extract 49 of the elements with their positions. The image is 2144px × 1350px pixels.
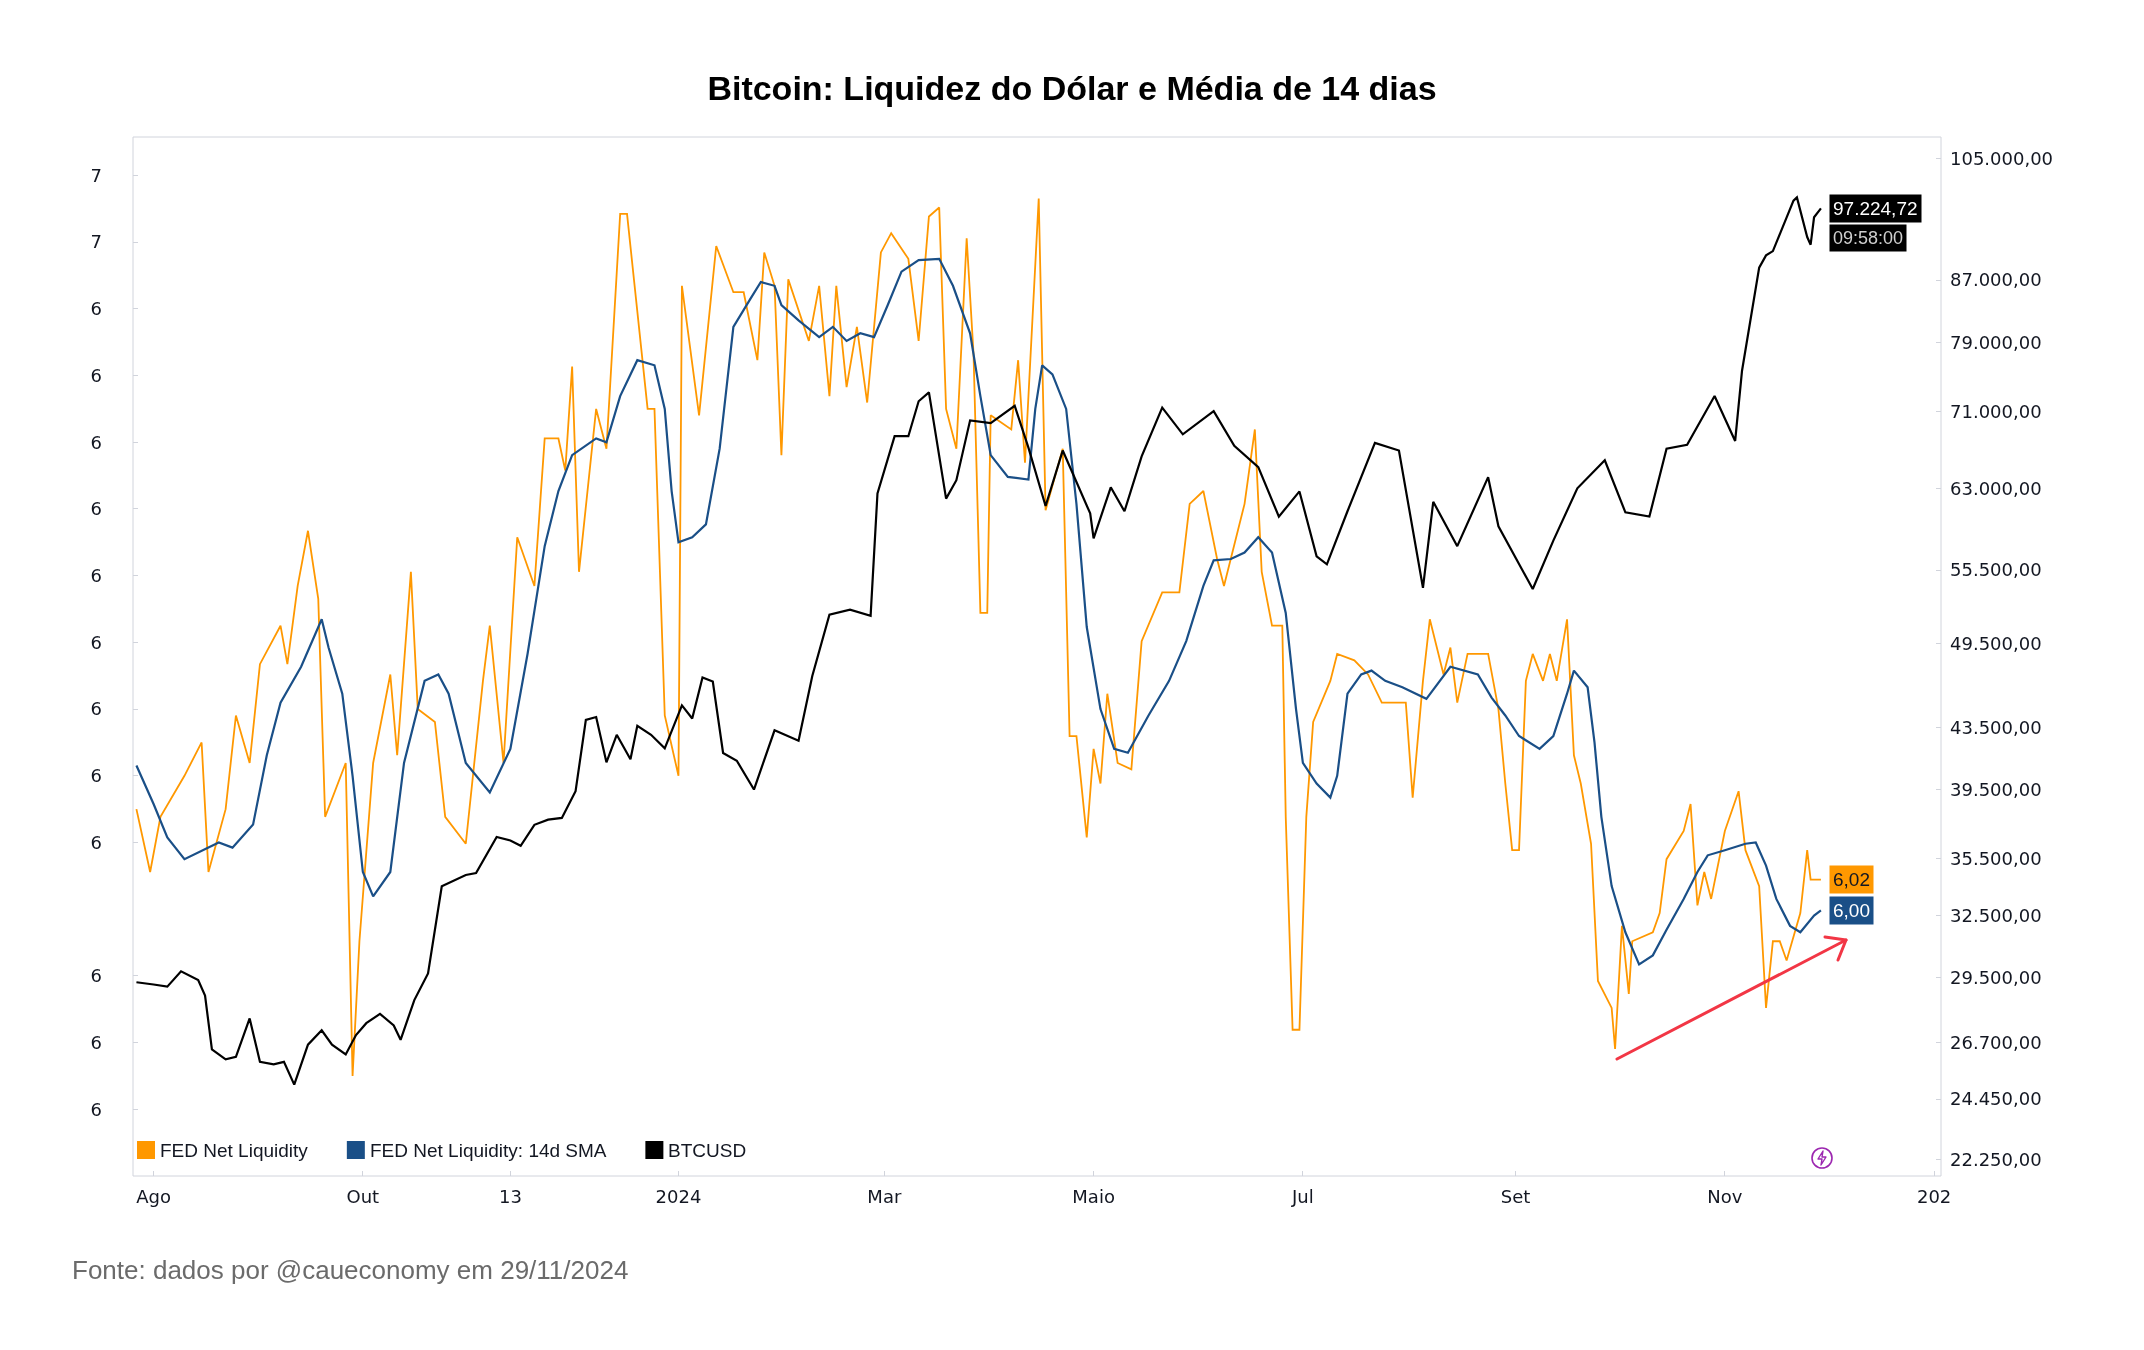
x-tick-label: Mar xyxy=(867,1186,902,1207)
y-tick-label: 6 xyxy=(90,364,102,386)
x-tick-label: 202 xyxy=(1916,1186,1952,1207)
y-tick-label: 6 xyxy=(90,1098,102,1120)
x-tick-label: Nov xyxy=(1707,1186,1743,1207)
y2-tick-label: 32.500,00 xyxy=(1950,904,2042,926)
y2-tick-label: 22.250,00 xyxy=(1950,1149,2042,1171)
y2-tick-label: 26.700,00 xyxy=(1950,1031,2042,1053)
x-tick-label: 2024 xyxy=(655,1186,702,1207)
y-tick-label: 6 xyxy=(90,631,102,653)
x-tick-label: Maio xyxy=(1072,1186,1115,1207)
annotation: 09:58:00 xyxy=(1833,228,1904,248)
y-tick-label: 6 xyxy=(90,498,102,520)
y-tick-label: 6 xyxy=(90,298,102,320)
y-tick-label: 6 xyxy=(90,765,102,787)
y-tick-label: 7 xyxy=(90,164,102,186)
data-label: 6,00 xyxy=(1833,900,1870,921)
legend-label: BTCUSD xyxy=(668,1140,747,1161)
line-series xyxy=(135,257,1823,966)
y-tick-label: 6 xyxy=(90,1031,102,1053)
x-tick-label: Jul xyxy=(1291,1186,1314,1207)
source-note: Fonte: dados por @caueconomy em 29/11/2024 xyxy=(72,1255,629,1285)
y2-tick-label: 35.500,00 xyxy=(1950,847,2042,869)
x-tick-label: Out xyxy=(346,1186,380,1207)
x-tick-label: 13 xyxy=(498,1186,522,1207)
x-tick-label: Ago xyxy=(136,1186,171,1207)
y2-tick-label: 71.000,00 xyxy=(1950,400,2042,422)
y-tick-label: 7 xyxy=(90,231,102,253)
y2-tick-label: 43.500,00 xyxy=(1950,716,2042,738)
y2-tick-label: 55.500,00 xyxy=(1950,559,2042,581)
legend-label: FED Net Liquidity xyxy=(160,1140,309,1161)
y2-tick-label: 87.000,00 xyxy=(1950,269,2042,291)
y-tick-label: 6 xyxy=(90,698,102,720)
legend-label: FED Net Liquidity: 14d SMA xyxy=(370,1140,607,1161)
y2-tick-label: 49.500,00 xyxy=(1950,633,2042,655)
y2-tick-label: 24.450,00 xyxy=(1950,1088,2042,1110)
y-tick-label: 6 xyxy=(90,564,102,586)
data-label: 97.224,72 xyxy=(1833,198,1918,219)
y-tick-label: 6 xyxy=(90,831,102,853)
y-tick-label: 6 xyxy=(90,431,102,453)
chart-title: Bitcoin: Liquidez do Dólar e Média de 14 dias xyxy=(707,68,1437,107)
y2-tick-label: 105.000,00 xyxy=(1950,148,2054,170)
data-label: 6,02 xyxy=(1833,869,1870,890)
y2-tick-label: 39.500,00 xyxy=(1950,778,2042,800)
x-tick-label: Set xyxy=(1500,1186,1531,1207)
y2-tick-label: 29.500,00 xyxy=(1950,967,2042,989)
y2-tick-label: 63.000,00 xyxy=(1950,477,2042,499)
y2-tick-label: 79.000,00 xyxy=(1950,331,2042,353)
y-tick-label: 6 xyxy=(90,965,102,987)
